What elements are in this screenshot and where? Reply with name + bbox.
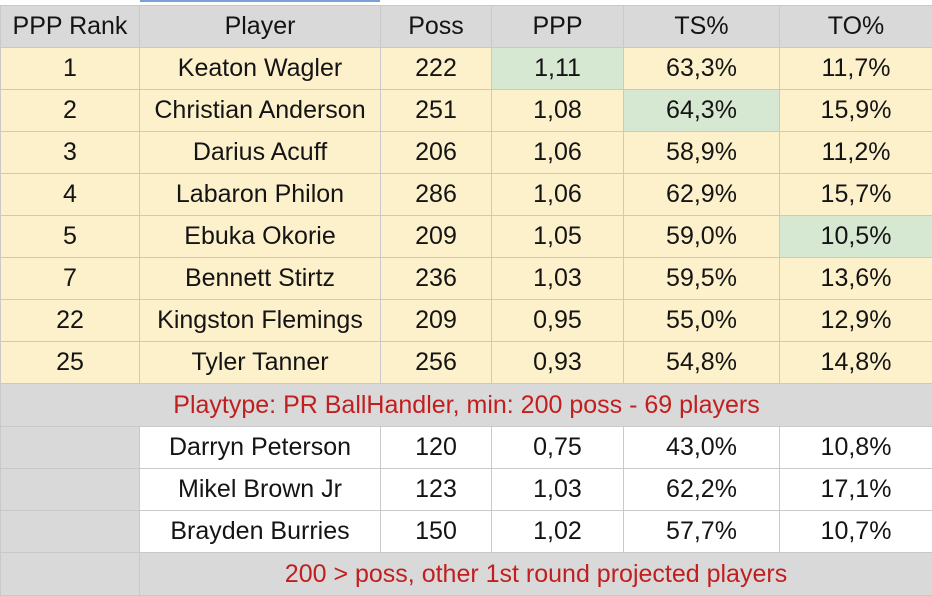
projected-note[interactable]: 200 > poss, other 1st round projected pl… [140, 553, 932, 596]
header-to[interactable]: TO% [780, 6, 932, 48]
rank-cell[interactable]: 7 [1, 258, 140, 300]
playtype-note[interactable]: Playtype: PR BallHandler, min: 200 poss … [1, 384, 932, 427]
playtype-note-row: Playtype: PR BallHandler, min: 200 poss … [1, 384, 932, 427]
to-cell[interactable]: 17,1% [780, 469, 932, 511]
table-row: 2 Christian Anderson 251 1,08 64,3% 15,9… [1, 90, 932, 132]
empty-rank-cell[interactable] [1, 469, 140, 511]
ts-cell[interactable]: 59,0% [624, 216, 780, 258]
ts-cell[interactable]: 57,7% [624, 511, 780, 553]
poss-cell[interactable]: 120 [381, 427, 492, 469]
stats-table: PPP Rank Player Poss PPP TS% TO% 1 Keato… [0, 5, 932, 596]
ppp-cell[interactable]: 1,02 [492, 511, 624, 553]
ts-cell[interactable]: 58,9% [624, 132, 780, 174]
ppp-cell[interactable]: 0,75 [492, 427, 624, 469]
poss-cell[interactable]: 123 [381, 469, 492, 511]
table-row: 5 Ebuka Okorie 209 1,05 59,0% 10,5% [1, 216, 932, 258]
empty-rank-cell[interactable] [1, 511, 140, 553]
table-row: 1 Keaton Wagler 222 1,11 63,3% 11,7% [1, 48, 932, 90]
table-row: 4 Labaron Philon 286 1,06 62,9% 15,7% [1, 174, 932, 216]
rank-cell[interactable]: 5 [1, 216, 140, 258]
ts-cell[interactable]: 63,3% [624, 48, 780, 90]
projected-note-row: 200 > poss, other 1st round projected pl… [1, 553, 932, 596]
ppp-cell[interactable]: 0,95 [492, 300, 624, 342]
player-cell[interactable]: Ebuka Okorie [140, 216, 381, 258]
poss-cell[interactable]: 286 [381, 174, 492, 216]
ppp-cell[interactable]: 1,11 [492, 48, 624, 90]
rank-cell[interactable]: 2 [1, 90, 140, 132]
table-row: Darryn Peterson 120 0,75 43,0% 10,8% [1, 427, 932, 469]
ppp-cell[interactable]: 0,93 [492, 342, 624, 384]
rank-cell[interactable]: 22 [1, 300, 140, 342]
to-cell[interactable]: 10,5% [780, 216, 932, 258]
selection-indicator [140, 0, 380, 2]
table-row: 3 Darius Acuff 206 1,06 58,9% 11,2% [1, 132, 932, 174]
poss-cell[interactable]: 256 [381, 342, 492, 384]
player-cell[interactable]: Labaron Philon [140, 174, 381, 216]
table-row: Brayden Burries 150 1,02 57,7% 10,7% [1, 511, 932, 553]
ts-cell[interactable]: 59,5% [624, 258, 780, 300]
ppp-cell[interactable]: 1,08 [492, 90, 624, 132]
to-cell[interactable]: 15,9% [780, 90, 932, 132]
header-player[interactable]: Player [140, 6, 381, 48]
ppp-cell[interactable]: 1,06 [492, 132, 624, 174]
ts-cell[interactable]: 43,0% [624, 427, 780, 469]
ts-cell[interactable]: 54,8% [624, 342, 780, 384]
table-row: 7 Bennett Stirtz 236 1,03 59,5% 13,6% [1, 258, 932, 300]
ppp-cell[interactable]: 1,06 [492, 174, 624, 216]
poss-cell[interactable]: 209 [381, 216, 492, 258]
to-cell[interactable]: 10,7% [780, 511, 932, 553]
poss-cell[interactable]: 236 [381, 258, 492, 300]
player-cell[interactable]: Brayden Burries [140, 511, 381, 553]
player-cell[interactable]: Darius Acuff [140, 132, 381, 174]
to-cell[interactable]: 14,8% [780, 342, 932, 384]
rank-cell[interactable]: 3 [1, 132, 140, 174]
player-cell[interactable]: Bennett Stirtz [140, 258, 381, 300]
to-cell[interactable]: 15,7% [780, 174, 932, 216]
player-cell[interactable]: Mikel Brown Jr [140, 469, 381, 511]
player-cell[interactable]: Christian Anderson [140, 90, 381, 132]
poss-cell[interactable]: 206 [381, 132, 492, 174]
to-cell[interactable]: 11,7% [780, 48, 932, 90]
to-cell[interactable]: 13,6% [780, 258, 932, 300]
header-poss[interactable]: Poss [381, 6, 492, 48]
empty-rank-cell[interactable] [1, 553, 140, 596]
rank-cell[interactable]: 4 [1, 174, 140, 216]
ts-cell[interactable]: 55,0% [624, 300, 780, 342]
ppp-cell[interactable]: 1,03 [492, 258, 624, 300]
ts-cell[interactable]: 64,3% [624, 90, 780, 132]
to-cell[interactable]: 11,2% [780, 132, 932, 174]
table-row: Mikel Brown Jr 123 1,03 62,2% 17,1% [1, 469, 932, 511]
player-cell[interactable]: Kingston Flemings [140, 300, 381, 342]
rank-cell[interactable]: 25 [1, 342, 140, 384]
header-row: PPP Rank Player Poss PPP TS% TO% [1, 6, 932, 48]
header-ppp[interactable]: PPP [492, 6, 624, 48]
empty-rank-cell[interactable] [1, 427, 140, 469]
rank-cell[interactable]: 1 [1, 48, 140, 90]
table-row: 22 Kingston Flemings 209 0,95 55,0% 12,9… [1, 300, 932, 342]
poss-cell[interactable]: 222 [381, 48, 492, 90]
ts-cell[interactable]: 62,9% [624, 174, 780, 216]
to-cell[interactable]: 12,9% [780, 300, 932, 342]
table-row: 25 Tyler Tanner 256 0,93 54,8% 14,8% [1, 342, 932, 384]
player-cell[interactable]: Darryn Peterson [140, 427, 381, 469]
poss-cell[interactable]: 209 [381, 300, 492, 342]
header-ppp-rank[interactable]: PPP Rank [1, 6, 140, 48]
ppp-cell[interactable]: 1,05 [492, 216, 624, 258]
player-cell[interactable]: Keaton Wagler [140, 48, 381, 90]
ts-cell[interactable]: 62,2% [624, 469, 780, 511]
player-cell[interactable]: Tyler Tanner [140, 342, 381, 384]
poss-cell[interactable]: 150 [381, 511, 492, 553]
poss-cell[interactable]: 251 [381, 90, 492, 132]
ppp-cell[interactable]: 1,03 [492, 469, 624, 511]
header-ts[interactable]: TS% [624, 6, 780, 48]
to-cell[interactable]: 10,8% [780, 427, 932, 469]
